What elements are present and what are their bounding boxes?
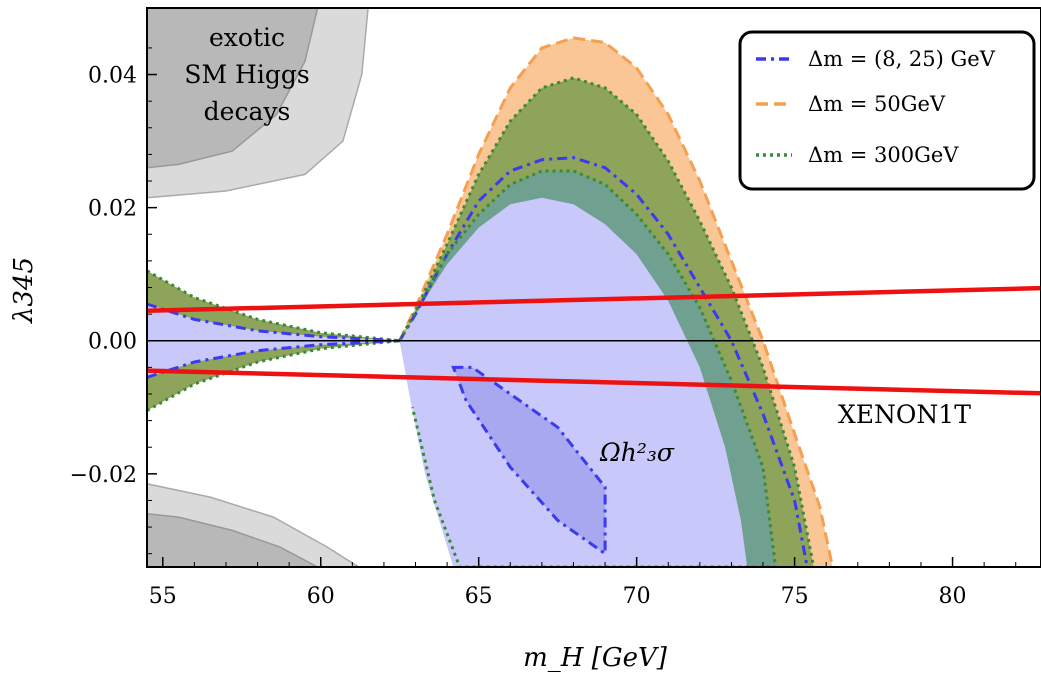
- exotic-label-line2: SM Higgs: [184, 60, 309, 89]
- legend-label-orange: Δm = 50GeV: [808, 92, 946, 116]
- axes-layer: 55 60 65 70 75 80 −0.02 0.00 0.02 0.04: [70, 7, 1041, 609]
- wedge-green-lower: [147, 340, 400, 411]
- regions-layer: [147, 8, 1041, 567]
- exotic-region-dark-bottom: [147, 513, 318, 567]
- y-tick-label: 0.02: [88, 197, 137, 222]
- xenon-line-upper: [147, 285, 1041, 314]
- exotic-label-line1: exotic: [209, 23, 285, 52]
- wedge-line-lower: [147, 339, 400, 412]
- wedge-line-upper: [147, 269, 400, 343]
- x-tick-label: 70: [623, 584, 651, 609]
- legend-label-green: Δm = 300GeV: [808, 143, 959, 167]
- x-tick-label: 80: [939, 584, 967, 609]
- y-tick-label: −0.02: [70, 463, 137, 488]
- contour-blue-upper: [398, 156, 809, 567]
- omega-label: Ωh²₃σ: [599, 438, 675, 467]
- xenon-line-lower: [147, 368, 1041, 396]
- y-axis-label: λ345: [9, 257, 39, 324]
- x-tick-label: 55: [149, 584, 177, 609]
- x-tick-label: 65: [465, 584, 493, 609]
- legend-label-blue: Δm = (8, 25) GeV: [808, 47, 996, 71]
- exotic-label-line3: decays: [204, 97, 291, 126]
- x-tick-label: 75: [781, 584, 809, 609]
- x-tick-label: 60: [307, 584, 335, 609]
- legend: Δm = (8, 25) GeV Δm = 50GeV Δm = 300GeV: [738, 30, 1036, 191]
- xenon-label: XENON1T: [838, 400, 971, 429]
- omega-island: [451, 365, 607, 557]
- wedge-green-upper: [147, 270, 400, 341]
- y-tick-label: 0.00: [88, 330, 137, 355]
- contour-green-upper: [398, 76, 816, 567]
- y-tick-label: 0.04: [88, 64, 137, 89]
- legend-box: [738, 30, 1036, 191]
- exotic-region-dark-top: [147, 8, 319, 169]
- x-axis-label: m_H [GeV]: [523, 643, 668, 673]
- contour-green-inner: [398, 169, 778, 567]
